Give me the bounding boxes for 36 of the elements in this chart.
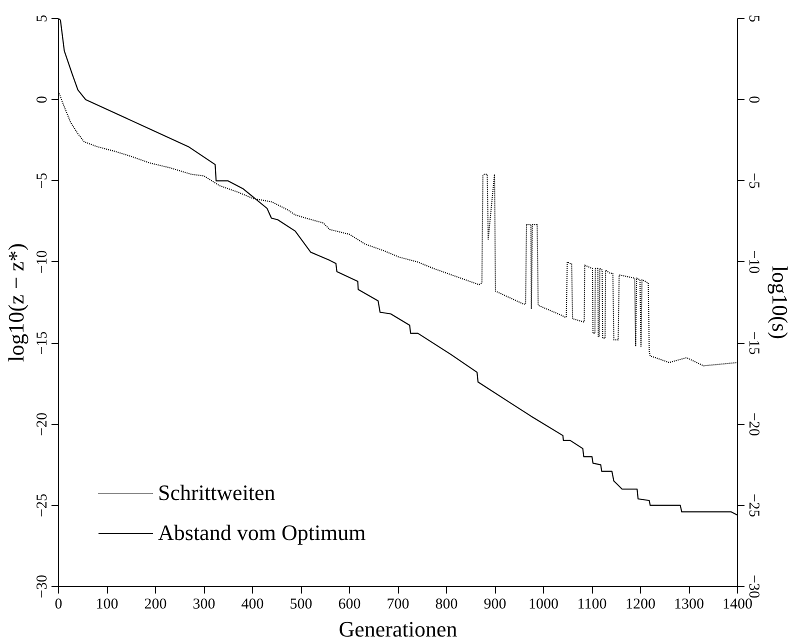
y-tick-label: −30 xyxy=(34,574,50,598)
x-tick-label: 300 xyxy=(192,596,216,612)
y2-tick-label: −10 xyxy=(746,250,762,274)
y2-axis-title: log10(s) xyxy=(768,266,792,340)
x-tick-label: 1400 xyxy=(722,596,752,612)
x-tick-label: 1100 xyxy=(577,596,607,612)
x-tick-label: 900 xyxy=(484,596,506,612)
y-tick-label: −15 xyxy=(34,331,50,355)
y2-tick-label: −20 xyxy=(746,412,762,436)
x-tick-label: 700 xyxy=(386,596,410,612)
x-tick-label: 500 xyxy=(290,596,312,612)
legend-label: Schrittweiten xyxy=(158,480,276,506)
x-tick-label: 1000 xyxy=(528,596,558,612)
x-tick-label: 800 xyxy=(435,596,458,612)
y-tick-label: 5 xyxy=(34,14,50,22)
y2-tick-label: −15 xyxy=(746,331,762,355)
x-tick-label: 600 xyxy=(338,596,361,612)
x-tick-label: 0 xyxy=(54,596,62,612)
y2-tick-label: 5 xyxy=(746,14,762,22)
legend-label: Abstand vom Optimum xyxy=(158,520,366,546)
y-tick-label: 0 xyxy=(34,96,50,104)
y2-tick-label: −30 xyxy=(746,574,762,598)
y-tick-label: −20 xyxy=(34,412,50,436)
y2-tick-label: 0 xyxy=(746,96,762,104)
y-tick-label: −5 xyxy=(34,172,50,189)
x-tick-label: 1300 xyxy=(674,596,704,612)
x-tick-label: 400 xyxy=(241,596,264,612)
x-tick-label: 1200 xyxy=(626,596,656,612)
y2-tick-label: −25 xyxy=(746,494,762,518)
x-axis-title: Generationen xyxy=(338,616,458,642)
y-axis-title: log10(z − z*) xyxy=(4,243,28,362)
y-tick-label: −10 xyxy=(34,250,50,274)
x-tick-label: 100 xyxy=(96,596,118,612)
x-tick-label: 200 xyxy=(144,596,167,612)
y-tick-label: −25 xyxy=(34,494,50,518)
y2-tick-label: −5 xyxy=(746,172,762,189)
